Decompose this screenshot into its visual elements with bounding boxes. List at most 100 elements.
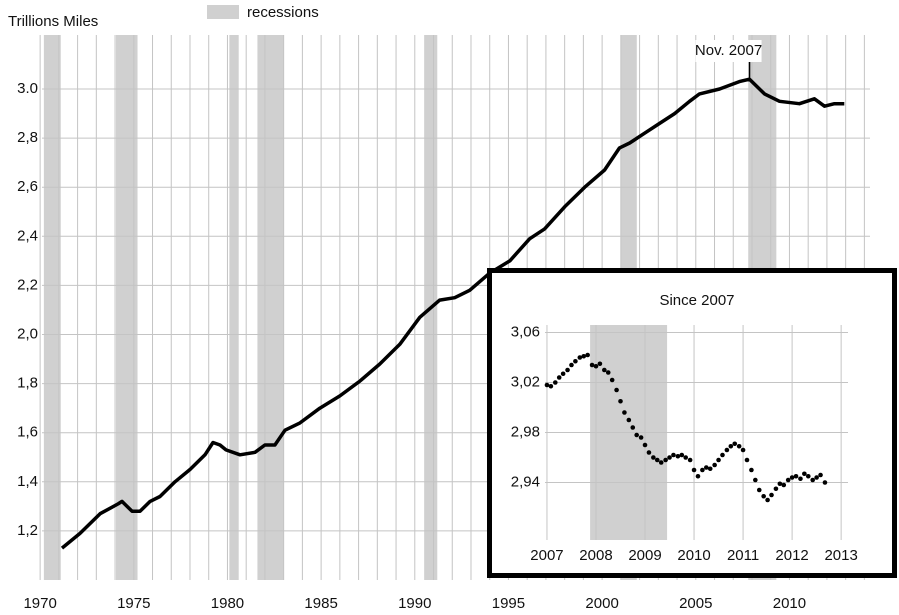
y-tick-label: 2,0 <box>17 325 38 342</box>
data-point <box>810 477 815 483</box>
data-point <box>544 382 550 388</box>
data-point <box>687 457 693 463</box>
data-point <box>667 455 672 460</box>
data-point <box>556 375 562 380</box>
x-tick-label: 1980 <box>211 595 244 612</box>
data-point <box>634 432 639 438</box>
data-point <box>630 425 636 430</box>
data-point <box>695 473 701 479</box>
y-tick-label: 2,8 <box>17 129 38 146</box>
inset-title: Since 2007 <box>659 292 734 309</box>
legend-swatch <box>207 5 239 19</box>
y-tick-label: 1,8 <box>17 375 38 392</box>
data-point <box>773 486 779 492</box>
data-point <box>614 387 619 393</box>
data-point <box>724 447 730 453</box>
data-point <box>622 410 627 415</box>
x-tick-label: 1970 <box>23 595 56 612</box>
legend-label: recessions <box>247 4 319 21</box>
recession-band <box>257 35 284 580</box>
x-tick-label: 2012 <box>775 547 808 564</box>
data-point <box>728 443 734 449</box>
data-point <box>749 467 754 473</box>
data-point <box>565 367 570 373</box>
data-point <box>618 398 623 404</box>
y-tick-label: 2,98 <box>511 423 540 440</box>
data-point <box>814 475 819 480</box>
data-point <box>691 467 697 473</box>
x-tick-label: 1990 <box>398 595 431 612</box>
y-tick-label: 3.0 <box>17 80 38 97</box>
y-tick-label: 1,2 <box>17 522 38 539</box>
y-tick-label: 2,94 <box>511 473 540 490</box>
data-point <box>577 355 583 360</box>
data-point <box>805 473 811 479</box>
data-point <box>593 363 599 369</box>
data-point <box>683 455 689 460</box>
data-point <box>581 353 587 359</box>
y-tick-label: 3,02 <box>511 373 540 390</box>
data-point <box>822 480 828 485</box>
data-point <box>818 472 823 478</box>
data-point <box>761 493 766 499</box>
data-point <box>589 362 595 368</box>
data-point <box>777 481 783 487</box>
data-point <box>626 417 632 423</box>
data-point <box>609 377 615 383</box>
x-tick-label: 2008 <box>579 547 612 564</box>
y-tick-label: 2,6 <box>17 178 38 195</box>
data-point <box>548 383 554 389</box>
data-point <box>663 457 668 463</box>
data-point <box>736 443 742 449</box>
x-tick-label: 2011 <box>727 547 759 564</box>
data-point <box>638 435 644 440</box>
data-point <box>602 367 607 373</box>
data-point <box>732 441 738 447</box>
x-tick-label: 1995 <box>492 595 525 612</box>
data-point <box>654 457 660 463</box>
data-point <box>573 358 578 364</box>
data-point <box>675 453 681 459</box>
y-tick-label: 1,4 <box>17 473 38 490</box>
data-point <box>753 477 758 483</box>
data-point <box>756 487 762 493</box>
inset-chart: Since 2007 2007 2008 2009 2010 2011 2012 2013 2,… <box>487 268 897 578</box>
data-point <box>700 467 705 473</box>
data-point <box>704 465 709 470</box>
x-tick-label: 2000 <box>585 595 618 612</box>
y-axis-label: Trillions Miles <box>8 13 98 30</box>
x-tick-label: 2013 <box>824 547 857 564</box>
data-point <box>671 452 676 458</box>
data-point <box>769 492 774 498</box>
data-point <box>793 473 799 479</box>
x-tick-label: 2010 <box>773 595 806 612</box>
data-point <box>646 450 652 455</box>
inset-frame <box>487 268 897 578</box>
data-point <box>679 452 685 458</box>
data-point <box>802 471 807 477</box>
x-tick-label: 2009 <box>628 547 661 564</box>
data-point <box>658 460 664 465</box>
data-point <box>765 497 770 503</box>
x-tick-label: 2007 <box>530 547 563 564</box>
data-point <box>642 442 648 448</box>
data-point <box>781 482 787 488</box>
recession-band <box>229 35 239 580</box>
x-tick-label: 1975 <box>117 595 150 612</box>
data-point <box>740 447 746 453</box>
data-point <box>597 361 603 367</box>
data-point <box>560 371 566 377</box>
y-tick-label: 2,2 <box>17 276 38 293</box>
data-point <box>798 476 803 482</box>
recession-band <box>115 35 138 580</box>
y-tick-label: 2,4 <box>17 227 38 244</box>
data-point <box>716 457 721 463</box>
annotation-box <box>695 40 762 62</box>
data-point <box>707 466 713 472</box>
y-tick-label: 3,06 <box>511 323 540 340</box>
annotation: Nov. 2007 <box>695 42 762 59</box>
y-tick-label: 1,6 <box>17 424 38 441</box>
data-point <box>552 380 558 385</box>
x-tick-label: 1985 <box>304 595 337 612</box>
